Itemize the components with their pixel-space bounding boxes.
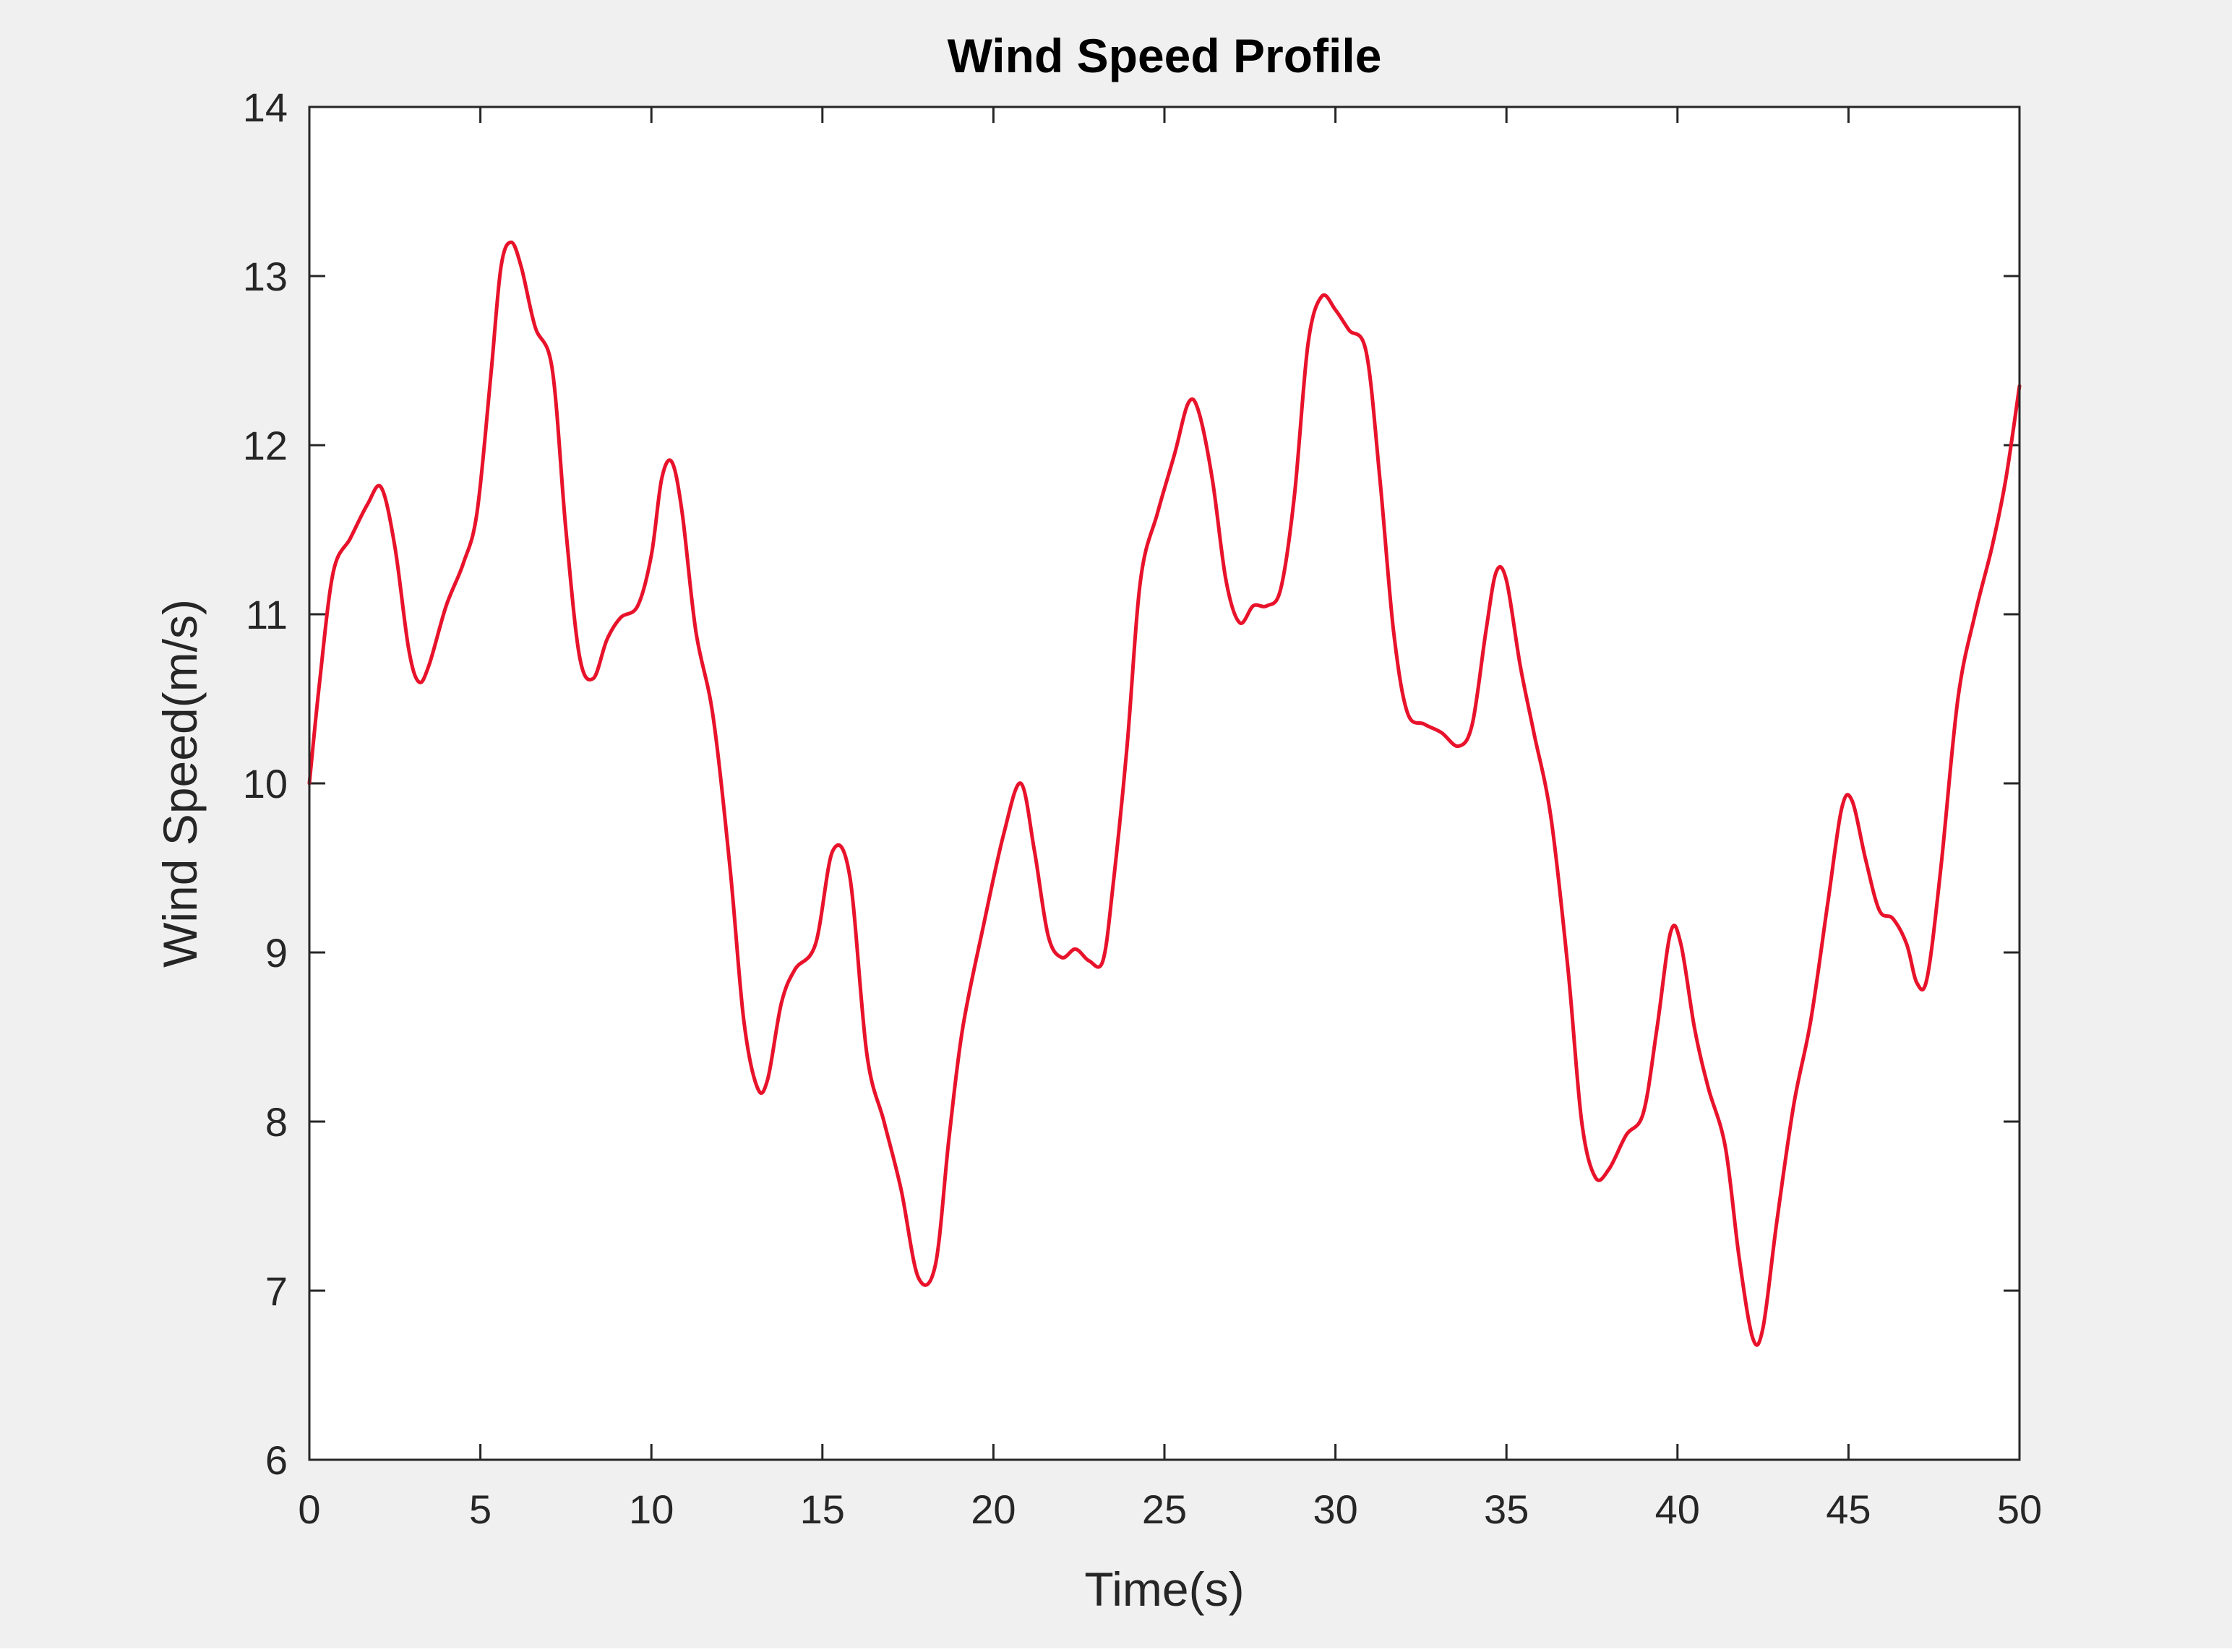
x-tick-label: 10 [629, 1487, 674, 1532]
y-axis-label: Wind Speed(m/s) [153, 599, 207, 968]
x-tick-label: 25 [1142, 1487, 1187, 1532]
x-tick-label: 45 [1826, 1487, 1871, 1532]
y-tick-label: 9 [265, 930, 288, 976]
chart-title: Wind Speed Profile [948, 29, 1382, 82]
x-tick-label: 40 [1655, 1487, 1700, 1532]
x-tick-label: 50 [1997, 1487, 2042, 1532]
y-tick-label: 14 [243, 85, 288, 130]
y-tick-label: 12 [243, 423, 288, 468]
x-tick-label: 30 [1313, 1487, 1357, 1532]
tick-labels: 0 5 10 15 20 25 30 35 40 45 50 6 7 8 9 10 11 12 13 14 [243, 85, 2042, 1532]
x-tick-label: 15 [800, 1487, 845, 1532]
y-tick-label: 7 [265, 1268, 288, 1314]
x-tick-label: 5 [469, 1487, 492, 1532]
y-tick-label: 13 [243, 254, 288, 299]
wind-speed-line [307, 240, 2022, 1347]
y-tick-label: 10 [243, 761, 288, 806]
axes-box [308, 106, 2021, 1461]
y-tick-label: 8 [265, 1099, 288, 1145]
y-tick-label: 6 [265, 1437, 288, 1483]
x-tick-label: 20 [971, 1487, 1016, 1532]
x-tick-label: 0 [298, 1487, 320, 1532]
x-tick-label: 35 [1484, 1487, 1529, 1532]
plot-area [309, 107, 2019, 1460]
y-tick-label: 11 [246, 592, 288, 637]
x-axis-label: Time(s) [1084, 1562, 1244, 1616]
series-layer [307, 240, 2022, 1347]
